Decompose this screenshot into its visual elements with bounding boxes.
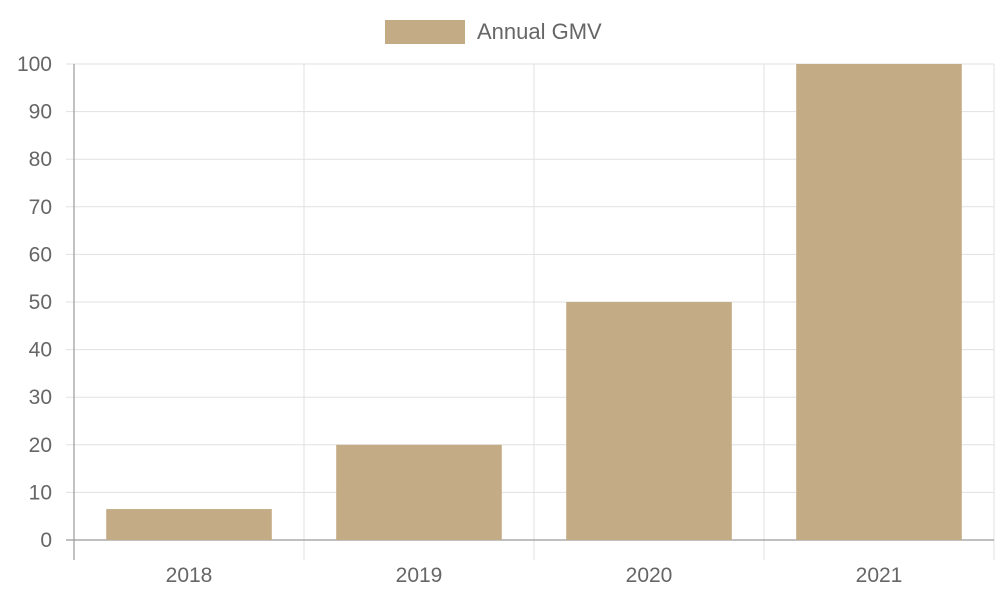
bar-2020[interactable]	[566, 302, 732, 540]
y-tick-label: 70	[29, 196, 52, 219]
y-tick-labels: 0 10 20 30 40 50 60 70 80 90 100	[17, 53, 52, 552]
x-tick-labels: 2018 2019 2020 2021	[166, 564, 903, 587]
y-tick-label: 0	[40, 529, 52, 552]
bars	[106, 64, 962, 540]
y-tick-label: 50	[29, 291, 52, 314]
y-tick-label: 90	[29, 101, 52, 124]
bar-2018[interactable]	[106, 509, 272, 540]
legend[interactable]: Annual GMV	[385, 19, 602, 44]
y-tick-label: 80	[29, 148, 52, 171]
y-tick-label: 60	[29, 243, 52, 266]
y-tick-label: 100	[17, 53, 52, 76]
x-tick-label: 2019	[396, 564, 443, 587]
bar-2021[interactable]	[796, 64, 962, 540]
y-tick-label: 20	[29, 434, 52, 457]
y-tick-label: 40	[29, 339, 52, 362]
legend-label[interactable]: Annual GMV	[477, 19, 602, 44]
y-tick-label: 10	[29, 481, 52, 504]
y-tick-label: 30	[29, 386, 52, 409]
bar-2019[interactable]	[336, 444, 502, 540]
legend-swatch[interactable]	[385, 20, 465, 44]
x-tick-label: 2021	[856, 564, 903, 587]
x-tick-label: 2020	[626, 564, 673, 587]
x-tick-label: 2018	[166, 564, 213, 587]
